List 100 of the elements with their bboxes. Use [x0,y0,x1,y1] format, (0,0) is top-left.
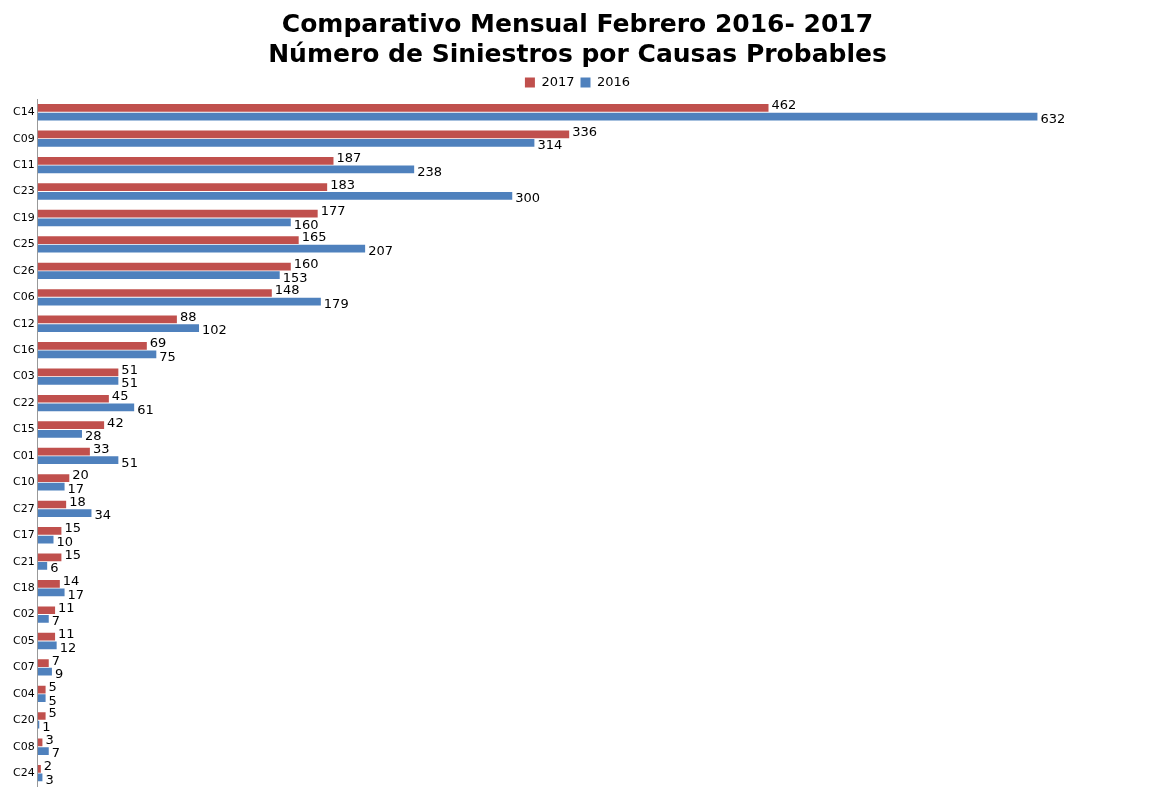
bar [37,474,70,482]
legend-label: 2016 [597,73,631,89]
data-label: 238 [417,163,442,179]
legend-label: 2017 [541,73,575,89]
bar [37,297,321,306]
data-label: 51 [121,454,138,470]
bar [37,562,48,570]
y-tick-label: C09 [12,131,35,145]
y-tick-label: C08 [12,739,35,753]
bar [37,579,60,588]
data-label: 183 [330,176,355,192]
data-label: 15 [64,546,81,562]
data-label: 3 [45,731,54,747]
bar [37,244,366,253]
data-label: 153 [282,269,308,285]
y-tick-label: C03 [12,369,35,383]
bar [37,659,49,667]
bar [37,368,119,377]
data-label: 75 [159,348,176,364]
bar [37,191,513,200]
data-label: 3 [45,771,54,787]
data-label: 314 [537,137,563,153]
bar [37,712,46,720]
y-tick-label: C18 [12,580,35,594]
data-label: 9 [54,666,64,682]
bar [37,218,291,227]
data-label: 11 [58,626,75,642]
bar [37,641,57,650]
y-tick-label: C23 [12,184,35,198]
data-label: 34 [94,507,112,523]
bar [37,614,49,623]
y-tick-label: C20 [12,713,35,727]
bar [37,209,318,218]
data-label: 45 [111,388,129,404]
data-label: 300 [515,190,541,206]
data-label: 1 [42,718,51,734]
data-label: 7 [51,652,61,668]
data-label: 51 [121,361,138,377]
data-label: 165 [301,229,327,245]
data-label: 88 [179,308,197,324]
bar [37,685,46,694]
data-label: 42 [107,414,124,430]
y-tick-label: C22 [12,395,35,409]
data-label: 148 [274,282,300,298]
bar [37,377,119,385]
data-label: 187 [336,150,362,166]
data-label: 632 [1040,110,1066,126]
bar [37,421,105,430]
bar [37,403,135,412]
y-tick-label: C17 [12,528,35,542]
bar [37,747,49,755]
y-tick-label: C25 [12,237,35,251]
bar [37,606,56,615]
data-label: 10 [56,533,74,549]
data-label: 20 [72,467,89,483]
bar [37,765,41,773]
bar [37,482,65,491]
data-label: 28 [84,428,102,444]
bar [37,632,56,641]
y-tick-label: C01 [12,448,35,462]
y-tick-label: C02 [12,607,35,621]
y-tick-label: C16 [12,343,35,357]
bar [37,350,157,359]
data-label: 11 [58,599,75,615]
text: Comparativo Mensual Febrero 2016- 2017 [281,8,874,38]
bar [37,289,272,297]
data-label: 2 [43,758,53,774]
data-label: 6 [50,560,59,576]
y-tick-label: C11 [12,157,35,171]
y-tick-label: C04 [12,686,35,700]
data-label: 14 [62,573,80,589]
bar [37,104,769,112]
data-label: 5 [48,692,57,708]
bar [37,447,90,456]
bar [37,456,119,465]
data-label: 69 [149,335,167,351]
y-tick-label: C06 [12,290,35,304]
data-label: 102 [202,322,227,338]
data-label: 160 [293,255,319,271]
bar [37,527,62,535]
data-label: 33 [92,441,110,456]
bar [37,588,65,597]
y-tick-label: C24 [12,766,35,780]
data-label: 12 [59,639,77,655]
bar [37,156,334,165]
y-tick-label: C14 [12,105,35,119]
data-label: 336 [572,123,598,139]
data-label: 207 [368,243,393,259]
y-tick-label: C10 [12,475,35,489]
bar [37,667,52,676]
bar [37,315,177,324]
bar [37,324,200,332]
bar [37,165,415,174]
bar [37,394,109,403]
y-tick-label: C05 [12,633,35,647]
data-label: 61 [137,401,154,417]
bar [37,112,1038,121]
y-tick-label: C21 [12,554,35,568]
bar [37,694,46,703]
bar [37,183,328,192]
